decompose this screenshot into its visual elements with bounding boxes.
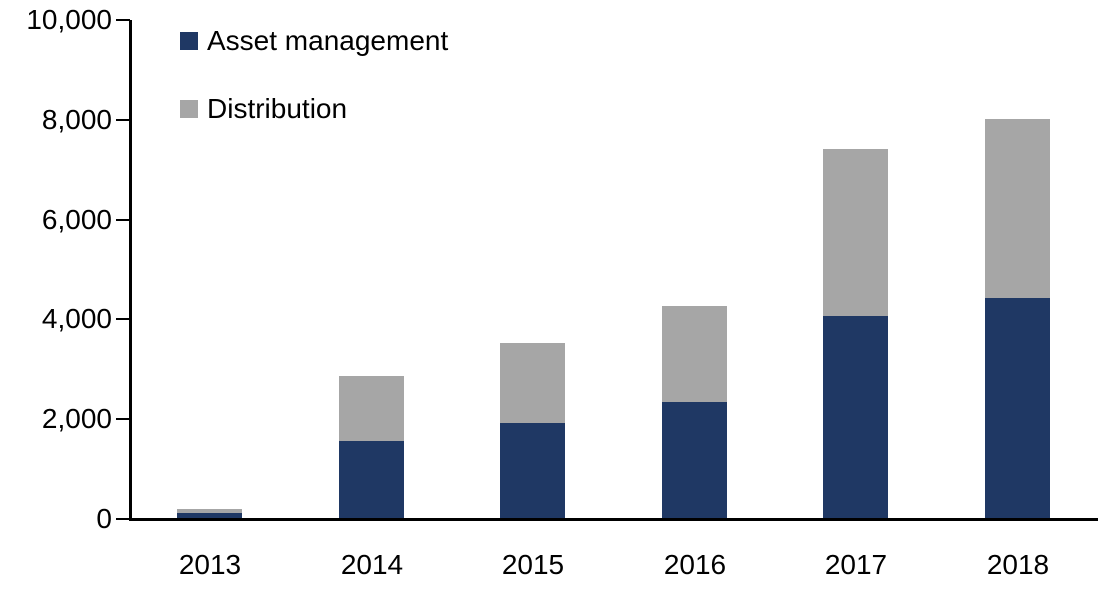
bar-segment-2013-asset-management [177,513,242,518]
legend-swatch-asset-management-icon [180,32,198,50]
y-tick-mark-2-000 [116,418,130,420]
y-tick-label-10-000: 10,000 [26,4,112,35]
bar-segment-2017-distribution [823,148,888,316]
y-tick-mark-8-000 [116,119,130,121]
x-tick-label-2018: 2018 [986,549,1050,580]
x-tick-label-2015: 2015 [501,549,565,580]
x-tick-label-2016: 2016 [663,549,727,580]
legend-item-distribution: Distribution [180,92,448,126]
y-tick-label-2-000: 2,000 [41,403,112,434]
y-tick-label-0: 0 [96,503,112,534]
bar-segment-2014-asset-management [339,440,404,518]
legend: Asset management Distribution [180,24,448,160]
x-tick-label-2013: 2013 [178,549,242,580]
x-tick-label-2014: 2014 [340,549,404,580]
legend-label-asset-management: Asset management [207,25,449,56]
y-tick-label-4-000: 4,000 [41,303,112,334]
legend-item-asset-management: Asset management [180,24,448,58]
legend-label-distribution: Distribution [207,93,348,124]
y-tick-label-8-000: 8,000 [41,104,112,135]
y-tick-mark-4-000 [116,318,130,320]
bar-segment-2015-asset-management [500,423,565,518]
x-axis-line [129,518,1098,521]
y-tick-mark-0 [116,518,130,520]
y-tick-mark-6-000 [116,219,130,221]
bar-segment-2017-asset-management [823,315,888,518]
bar-segment-2016-asset-management [662,402,727,518]
bar-segment-2014-distribution [339,375,404,441]
bar-segment-2015-distribution [500,343,565,424]
y-tick-label-6-000: 6,000 [41,204,112,235]
bar-segment-2018-distribution [985,118,1050,299]
bar-segment-2018-asset-management [985,298,1050,518]
x-tick-label-2017: 2017 [824,549,888,580]
y-tick-mark-10-000 [116,19,130,21]
legend-swatch-distribution-icon [180,100,198,118]
bar-segment-2013-distribution [177,508,242,513]
y-axis-line [129,20,132,521]
bar-segment-2016-distribution [662,305,727,403]
